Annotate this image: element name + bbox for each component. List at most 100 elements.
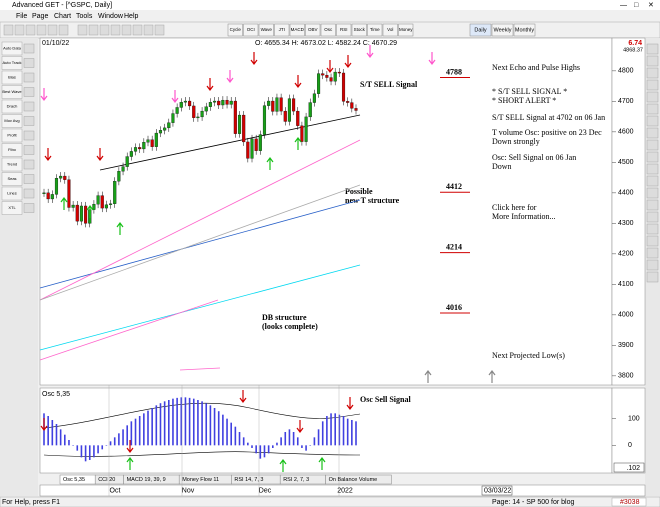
tool-icon[interactable] bbox=[99, 24, 110, 36]
right-tool-icon[interactable] bbox=[646, 247, 659, 259]
left-tool-icon[interactable] bbox=[23, 58, 35, 68]
right-tool-icon[interactable] bbox=[646, 91, 659, 103]
tool-icon[interactable] bbox=[47, 24, 58, 36]
right-tool-icon[interactable] bbox=[646, 139, 659, 151]
left-tool-icon[interactable] bbox=[23, 130, 35, 141]
tool-icon[interactable] bbox=[14, 24, 25, 36]
left-tool-icon[interactable] bbox=[23, 188, 35, 199]
price-bar bbox=[262, 105, 267, 135]
tool-icon[interactable] bbox=[88, 24, 99, 36]
minimize[interactable]: — bbox=[620, 2, 627, 9]
right-tool-icon[interactable] bbox=[646, 67, 659, 79]
tool-icon[interactable] bbox=[58, 24, 69, 36]
price-bar bbox=[283, 110, 287, 122]
right-tool-icon[interactable] bbox=[646, 55, 659, 67]
tool-icon[interactable] bbox=[143, 24, 154, 36]
signal-arrow bbox=[126, 457, 134, 470]
price-bar bbox=[329, 77, 333, 82]
left-tool-icon[interactable] bbox=[23, 203, 35, 213]
left-tool-button[interactable] bbox=[1, 99, 23, 114]
tool-icon[interactable] bbox=[77, 24, 88, 36]
right-tool-icon[interactable] bbox=[646, 187, 659, 199]
maximize[interactable]: □ bbox=[634, 2, 639, 9]
period-button[interactable] bbox=[491, 23, 514, 37]
osc-bar bbox=[113, 437, 116, 446]
toolbar-button[interactable] bbox=[227, 23, 243, 37]
menu-item[interactable]: Window bbox=[98, 13, 124, 20]
tool-icon[interactable] bbox=[110, 24, 121, 36]
left-tool-button[interactable] bbox=[1, 41, 23, 56]
menu-item[interactable]: Help bbox=[124, 13, 139, 20]
price-bar bbox=[109, 203, 113, 205]
right-tool-icon[interactable] bbox=[646, 115, 659, 127]
note[interactable]: Click here for bbox=[492, 203, 537, 212]
left-tool-button[interactable] bbox=[1, 157, 23, 172]
close[interactable]: ✕ bbox=[648, 2, 654, 9]
left-tool-icon[interactable] bbox=[23, 43, 35, 54]
tool-icon[interactable] bbox=[3, 24, 14, 36]
osc-bar bbox=[346, 418, 349, 446]
tool-icon[interactable] bbox=[154, 24, 165, 36]
right-tool-icon[interactable] bbox=[646, 259, 659, 271]
left-tool-icon[interactable] bbox=[23, 101, 35, 112]
right-tool-icon[interactable] bbox=[646, 127, 659, 139]
right-tool-icon[interactable] bbox=[646, 223, 659, 235]
left-tool-icon[interactable] bbox=[23, 145, 35, 155]
right-tool-icon[interactable] bbox=[646, 235, 659, 247]
left-tool-icon[interactable] bbox=[23, 174, 35, 184]
signal-arrow bbox=[60, 197, 68, 210]
toolbar-button[interactable] bbox=[382, 23, 398, 37]
menu-item[interactable]: File bbox=[16, 13, 27, 20]
tool-icon[interactable] bbox=[36, 24, 47, 36]
tool-icon[interactable] bbox=[25, 24, 36, 36]
left-tool-icon[interactable] bbox=[23, 116, 35, 126]
toolbar-button[interactable] bbox=[243, 23, 259, 37]
osc-bar bbox=[288, 429, 291, 446]
toolbar-button[interactable] bbox=[289, 23, 305, 37]
left-tool-button[interactable] bbox=[1, 201, 23, 215]
toolbar-button[interactable] bbox=[398, 23, 414, 37]
tool-icon[interactable] bbox=[132, 24, 143, 36]
menu-item[interactable]: Chart bbox=[54, 13, 71, 20]
note[interactable]: More Information... bbox=[492, 212, 556, 221]
left-tool-button[interactable] bbox=[1, 56, 23, 70]
left-tool-button[interactable] bbox=[1, 114, 23, 128]
indicator-tab-label: CCI 20 bbox=[98, 477, 115, 483]
tool-icon[interactable] bbox=[121, 24, 132, 36]
toolbar-button[interactable] bbox=[274, 23, 290, 37]
y-tick-label: 4300 bbox=[618, 220, 634, 227]
osc-bar bbox=[338, 414, 341, 446]
indicator-tab[interactable] bbox=[325, 474, 392, 485]
osc-bar bbox=[247, 442, 249, 446]
left-tool-icon[interactable] bbox=[23, 87, 35, 97]
toolbar-button[interactable] bbox=[367, 23, 383, 37]
right-tool-icon[interactable] bbox=[646, 271, 659, 283]
toolbar-button[interactable] bbox=[336, 23, 352, 37]
left-tool-button[interactable] bbox=[1, 143, 23, 157]
left-tool-icon[interactable] bbox=[23, 72, 35, 83]
toolbar-button[interactable] bbox=[305, 23, 321, 37]
left-tool-icon[interactable] bbox=[23, 159, 35, 170]
right-tool-icon[interactable] bbox=[646, 79, 659, 91]
period-button[interactable] bbox=[469, 23, 492, 37]
right-tool-icon[interactable] bbox=[646, 199, 659, 211]
left-tool-button[interactable] bbox=[1, 70, 23, 85]
toolbar-button[interactable] bbox=[320, 23, 336, 37]
right-tool-icon[interactable] bbox=[646, 151, 659, 163]
right-tool-icon[interactable] bbox=[646, 211, 659, 223]
left-tool-button[interactable] bbox=[1, 128, 23, 143]
left-tool-button[interactable] bbox=[1, 85, 23, 99]
menu-item[interactable]: Tools bbox=[76, 13, 93, 20]
right-tool-icon[interactable] bbox=[646, 163, 659, 175]
right-tool-icon[interactable] bbox=[646, 43, 659, 55]
left-tool-button[interactable] bbox=[1, 186, 23, 201]
right-tool-icon[interactable] bbox=[646, 103, 659, 115]
period-button[interactable] bbox=[513, 23, 536, 37]
price-bar bbox=[296, 110, 300, 126]
toolbar-button[interactable] bbox=[351, 23, 367, 37]
left-tool-button[interactable] bbox=[1, 172, 23, 186]
menu-item[interactable]: Page bbox=[32, 13, 48, 20]
toolbar-button-label: OBV bbox=[308, 27, 318, 32]
toolbar-button[interactable] bbox=[258, 23, 274, 37]
right-tool-icon[interactable] bbox=[646, 175, 659, 187]
